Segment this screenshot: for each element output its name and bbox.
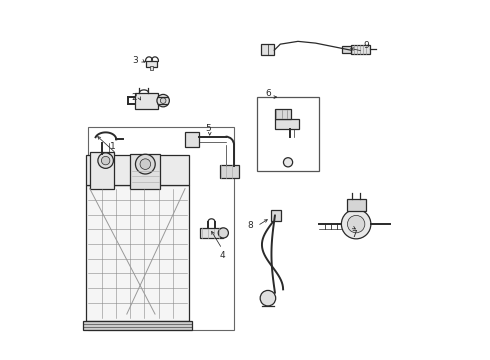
Bar <box>86 155 189 185</box>
Bar <box>275 109 291 119</box>
Bar <box>185 132 199 147</box>
Bar <box>149 66 153 70</box>
Text: 6: 6 <box>265 89 271 98</box>
Text: 2: 2 <box>131 93 137 102</box>
Bar <box>271 210 281 221</box>
Bar <box>342 46 351 53</box>
Text: 3: 3 <box>133 55 139 64</box>
Circle shape <box>218 228 228 238</box>
Circle shape <box>140 159 150 170</box>
Bar <box>135 93 157 108</box>
Circle shape <box>283 158 293 167</box>
Text: 4: 4 <box>219 251 225 260</box>
Bar <box>86 185 189 321</box>
Bar <box>146 61 157 67</box>
Circle shape <box>98 153 113 168</box>
Bar <box>347 199 366 211</box>
Circle shape <box>135 154 155 174</box>
Bar <box>130 153 160 189</box>
Bar <box>88 127 234 330</box>
Circle shape <box>260 291 276 306</box>
Text: 9: 9 <box>364 41 369 50</box>
Text: 7: 7 <box>351 230 357 239</box>
Bar <box>90 152 115 189</box>
Circle shape <box>101 156 110 165</box>
Bar <box>275 119 298 129</box>
Bar <box>351 45 370 54</box>
Bar <box>200 228 223 238</box>
Bar <box>257 97 319 171</box>
Circle shape <box>342 210 371 239</box>
Bar <box>83 321 192 330</box>
Circle shape <box>160 98 166 103</box>
Circle shape <box>347 215 365 233</box>
Text: 1: 1 <box>110 142 116 151</box>
Text: 5: 5 <box>205 124 211 133</box>
Circle shape <box>157 94 170 107</box>
Bar <box>261 44 274 55</box>
Text: 8: 8 <box>247 221 253 230</box>
Bar <box>220 165 239 178</box>
